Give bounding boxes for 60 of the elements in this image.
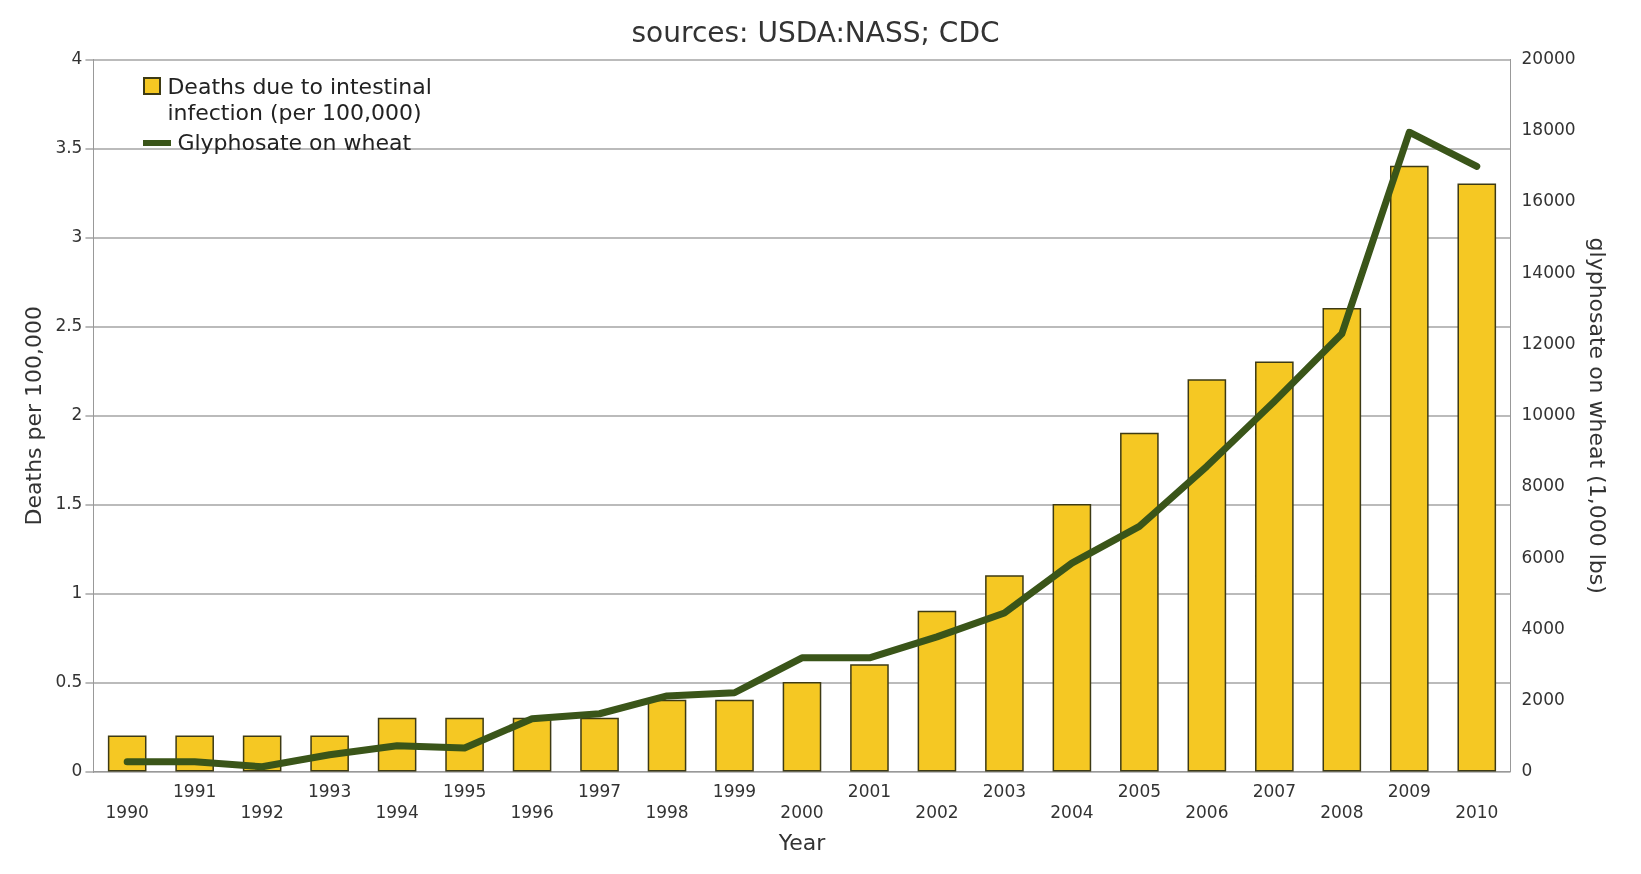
- bar: [1120, 432, 1159, 772]
- x-tick-label: 2003: [982, 781, 1027, 802]
- x-tick-label: 1991: [173, 781, 217, 802]
- y2-axis-title: glyphosate on wheat (1,000 lbs): [1585, 237, 1611, 594]
- bar: [1457, 183, 1497, 772]
- y2-tick-label: 8000: [1521, 475, 1565, 496]
- bar: [917, 610, 957, 772]
- x-axis-title: Year: [777, 829, 827, 855]
- x-tick-label: 1995: [442, 781, 487, 802]
- y2-tick-label: 6000: [1521, 546, 1565, 567]
- bar: [580, 717, 619, 772]
- y-tick-label: 3: [71, 226, 83, 247]
- y-tick-label: 0.5: [55, 671, 83, 692]
- y2-tick-label: 0: [1521, 760, 1533, 781]
- bar: [715, 699, 754, 772]
- x-tick-label: 2006: [1185, 801, 1229, 822]
- bar: [647, 699, 687, 772]
- chart-title: sources: USDA:NASS; CDC: [631, 16, 1000, 50]
- bar: [1187, 379, 1227, 772]
- x-tick-label: 1996: [510, 801, 554, 822]
- bar: [1322, 308, 1362, 772]
- y-tick-label: 2: [71, 404, 83, 425]
- x-tick-label: 1992: [240, 801, 284, 822]
- bar: [1052, 503, 1092, 772]
- x-tick-label: 1993: [307, 781, 352, 802]
- y2-tick-label: 14000: [1521, 261, 1576, 282]
- y2-tick-label: 18000: [1521, 119, 1576, 140]
- x-tick-label: 1997: [577, 781, 622, 802]
- y-tick-label: 0: [71, 760, 83, 781]
- x-tick-label: 2002: [915, 801, 959, 822]
- y2-tick-label: 4000: [1521, 617, 1565, 638]
- y-tick-label: 2.5: [55, 315, 83, 336]
- x-tick-label: 1990: [105, 801, 149, 822]
- x-tick-label: 2001: [847, 781, 892, 802]
- y-tick-label: 1.5: [55, 493, 83, 514]
- y2-tick-label: 10000: [1521, 404, 1576, 425]
- x-tick-label: 1994: [375, 801, 419, 822]
- bar: [1389, 165, 1429, 772]
- y2-tick-label: 20000: [1521, 48, 1576, 69]
- x-tick-label: 2007: [1252, 781, 1296, 802]
- x-tick-label: 2009: [1387, 781, 1431, 802]
- bar: [850, 664, 889, 772]
- x-tick-label: 2010: [1455, 801, 1499, 822]
- y2-tick-label: 2000: [1521, 689, 1565, 709]
- x-tick-label: 2008: [1320, 801, 1364, 822]
- legend-label: Deaths due to intestinal infection (per 100,000): [167, 73, 433, 126]
- y2-tick-label: 16000: [1521, 190, 1576, 211]
- x-tick-label: 2004: [1050, 801, 1094, 822]
- bar: [782, 682, 822, 772]
- y-tick-label: 3.5: [55, 137, 83, 158]
- x-tick-label: 1998: [645, 801, 689, 822]
- x-tick-label: 1999: [712, 781, 757, 802]
- x-tick-label: 2000: [780, 801, 824, 822]
- x-tick-label: 2005: [1117, 781, 1162, 802]
- legend-label: Glyphosate on wheat: [177, 129, 412, 156]
- y-axis-title: Deaths per 100,000: [20, 305, 46, 526]
- y2-tick-label: 12000: [1521, 332, 1576, 353]
- bar: [1255, 361, 1294, 772]
- y-tick-label: 1: [71, 582, 83, 603]
- y-tick-label: 4: [71, 48, 83, 69]
